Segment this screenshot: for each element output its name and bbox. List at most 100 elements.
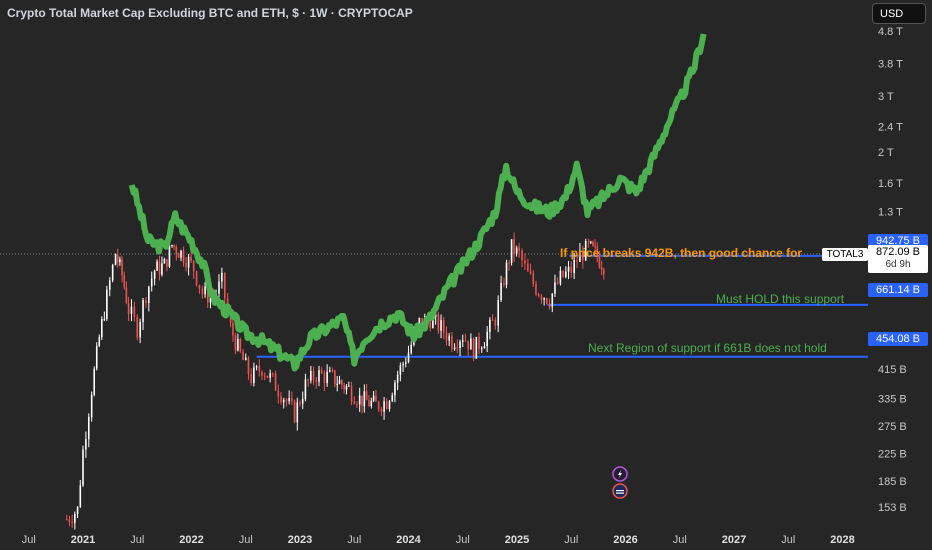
candle-body bbox=[440, 320, 442, 331]
y-tick-label: 1.3 T bbox=[878, 206, 903, 218]
candle-body bbox=[584, 240, 587, 261]
candle-body bbox=[116, 254, 119, 263]
candle-body bbox=[82, 449, 84, 486]
candle-body bbox=[491, 319, 494, 321]
projection-line bbox=[128, 33, 707, 372]
candle-body bbox=[95, 345, 98, 369]
candle-body bbox=[562, 270, 564, 277]
candle-body bbox=[494, 320, 497, 326]
candle-body bbox=[209, 295, 212, 303]
candle-body bbox=[483, 346, 486, 349]
candle-body bbox=[139, 321, 141, 338]
candle-body bbox=[350, 385, 353, 402]
candle-body bbox=[429, 319, 431, 328]
candle-body bbox=[130, 306, 133, 314]
candle-body bbox=[570, 266, 573, 273]
candle-body bbox=[79, 485, 82, 507]
candle-body bbox=[370, 400, 373, 407]
y-tick-label: 275 B bbox=[878, 421, 907, 433]
candle-body bbox=[537, 294, 540, 297]
candle-body bbox=[600, 267, 603, 270]
candle-body bbox=[326, 371, 328, 384]
x-tick-label: Jul bbox=[347, 534, 361, 546]
candle-body bbox=[459, 341, 461, 348]
candle-body bbox=[180, 250, 182, 258]
candle-body bbox=[232, 323, 234, 336]
candle-body bbox=[540, 296, 543, 300]
candle-body bbox=[312, 370, 315, 381]
candle-body bbox=[579, 250, 581, 262]
candle-body bbox=[554, 282, 556, 294]
candle-body bbox=[345, 385, 348, 390]
candle-body bbox=[253, 367, 255, 384]
candle-body bbox=[190, 256, 192, 261]
candle-body bbox=[111, 264, 114, 281]
us-flag-icon[interactable] bbox=[612, 483, 628, 499]
candle-body bbox=[274, 373, 277, 391]
candle-body bbox=[237, 338, 239, 351]
candle-body bbox=[448, 335, 450, 341]
candle-body bbox=[603, 269, 605, 275]
candle-body bbox=[315, 380, 318, 382]
x-tick-label: 2027 bbox=[722, 534, 746, 546]
level-tag-661: 661.14 B bbox=[868, 283, 928, 297]
candle-body bbox=[356, 403, 358, 405]
candle-body bbox=[402, 363, 404, 366]
candle-body bbox=[320, 370, 323, 374]
candle-body bbox=[263, 375, 266, 377]
candle-body bbox=[182, 250, 185, 264]
price-candles bbox=[65, 232, 605, 530]
candle-body bbox=[185, 263, 187, 268]
candle-body bbox=[475, 336, 478, 359]
candle-body bbox=[291, 398, 293, 402]
x-tick-label: Jul bbox=[456, 534, 470, 546]
candle-body bbox=[296, 402, 299, 423]
candle-body bbox=[206, 286, 209, 303]
candle-body bbox=[510, 239, 513, 263]
chart-title: Crypto Total Market Cap Excluding BTC an… bbox=[7, 6, 413, 20]
candle-body bbox=[242, 351, 244, 361]
candle-body bbox=[285, 399, 288, 402]
candle-body bbox=[386, 401, 388, 410]
currency-button[interactable]: USD bbox=[872, 3, 926, 24]
candle-body bbox=[234, 335, 237, 351]
candle-body bbox=[592, 241, 594, 246]
candle-body bbox=[76, 506, 79, 514]
x-tick-label: 2021 bbox=[71, 534, 95, 546]
y-tick-label: 2.4 T bbox=[878, 122, 903, 134]
candle-body bbox=[171, 245, 173, 247]
x-tick-label: 2023 bbox=[288, 534, 312, 546]
candle-body bbox=[576, 260, 578, 262]
candle-body bbox=[464, 340, 467, 342]
event-icon[interactable] bbox=[612, 466, 628, 482]
annotation-breakout: If price breaks 942B, then good chance f… bbox=[560, 246, 803, 260]
candle-body bbox=[299, 402, 301, 404]
candle-body bbox=[125, 287, 128, 304]
candle-body bbox=[521, 250, 523, 261]
candle-body bbox=[336, 383, 338, 385]
candle-body bbox=[598, 256, 601, 268]
candle-body bbox=[396, 375, 399, 383]
candle-body bbox=[90, 394, 93, 417]
candle-body bbox=[280, 396, 282, 403]
candle-body bbox=[136, 316, 139, 338]
candle-body bbox=[310, 370, 312, 381]
y-tick-label: 225 B bbox=[878, 449, 907, 461]
x-tick-label: 2025 bbox=[505, 534, 529, 546]
candle-body bbox=[175, 247, 178, 254]
candle-body bbox=[418, 318, 421, 326]
candle-body bbox=[368, 400, 370, 407]
candle-body bbox=[383, 401, 385, 412]
candle-body bbox=[407, 352, 410, 363]
candle-body bbox=[478, 336, 480, 349]
candle-body bbox=[163, 259, 166, 264]
candle-body bbox=[587, 240, 590, 243]
candle-body bbox=[304, 379, 307, 400]
candle-body bbox=[451, 335, 453, 349]
candle-body bbox=[480, 348, 483, 350]
candle-body bbox=[348, 385, 350, 387]
candle-body bbox=[515, 247, 518, 254]
candle-body bbox=[187, 256, 190, 268]
candle-body bbox=[282, 399, 285, 403]
